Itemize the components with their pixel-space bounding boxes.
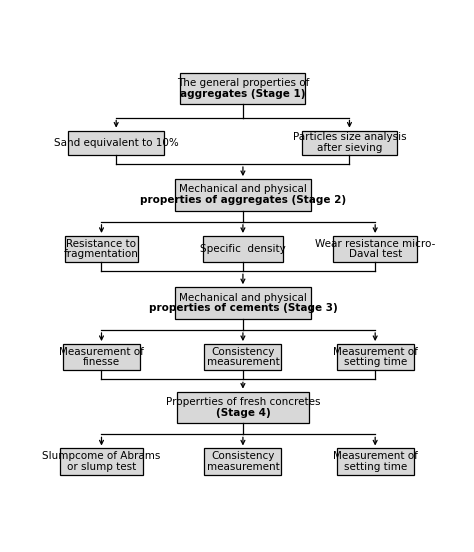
Text: Measurement of: Measurement of [59, 347, 144, 357]
FancyBboxPatch shape [65, 236, 138, 262]
Text: Sand equivalent to 10%: Sand equivalent to 10% [54, 137, 179, 148]
Text: Consistency: Consistency [211, 347, 274, 357]
FancyBboxPatch shape [175, 179, 311, 211]
FancyBboxPatch shape [337, 344, 414, 370]
Text: Particles size analysis: Particles size analysis [292, 132, 406, 142]
FancyBboxPatch shape [60, 448, 143, 475]
Text: or slump test: or slump test [67, 462, 136, 472]
FancyBboxPatch shape [204, 344, 282, 370]
FancyBboxPatch shape [181, 73, 305, 104]
FancyBboxPatch shape [204, 448, 282, 475]
Text: Daval test: Daval test [348, 250, 402, 259]
Text: Resistance to: Resistance to [66, 238, 137, 248]
FancyBboxPatch shape [175, 287, 311, 319]
Text: Mechanical and physical: Mechanical and physical [179, 184, 307, 194]
Text: properties of cements (Stage 3): properties of cements (Stage 3) [148, 304, 337, 314]
FancyBboxPatch shape [202, 236, 283, 262]
Text: measurement: measurement [207, 358, 279, 368]
Text: setting time: setting time [344, 358, 407, 368]
FancyBboxPatch shape [68, 131, 164, 155]
Text: after sieving: after sieving [317, 143, 382, 153]
Text: aggregates (Stage 1): aggregates (Stage 1) [180, 89, 306, 99]
Text: The general properties of: The general properties of [177, 78, 309, 88]
Text: Slumpcome of Abrams: Slumpcome of Abrams [42, 451, 161, 461]
Text: Measurement of: Measurement of [333, 451, 418, 461]
Text: Wear resistance micro-: Wear resistance micro- [315, 238, 435, 248]
Text: Measurement of: Measurement of [333, 347, 418, 357]
Text: Mechanical and physical: Mechanical and physical [179, 293, 307, 302]
Text: measurement: measurement [207, 462, 279, 472]
Text: Properrties of fresh concretes: Properrties of fresh concretes [166, 397, 320, 407]
FancyBboxPatch shape [337, 448, 414, 475]
FancyBboxPatch shape [63, 344, 140, 370]
Text: finesse: finesse [83, 358, 120, 368]
FancyBboxPatch shape [177, 391, 309, 423]
Text: (Stage 4): (Stage 4) [216, 408, 270, 418]
Text: Specific  density: Specific density [200, 244, 286, 254]
Text: fragmentation: fragmentation [64, 250, 139, 259]
Text: setting time: setting time [344, 462, 407, 472]
FancyBboxPatch shape [333, 236, 418, 262]
Text: Consistency: Consistency [211, 451, 274, 461]
Text: properties of aggregates (Stage 2): properties of aggregates (Stage 2) [140, 195, 346, 205]
FancyBboxPatch shape [301, 131, 397, 155]
